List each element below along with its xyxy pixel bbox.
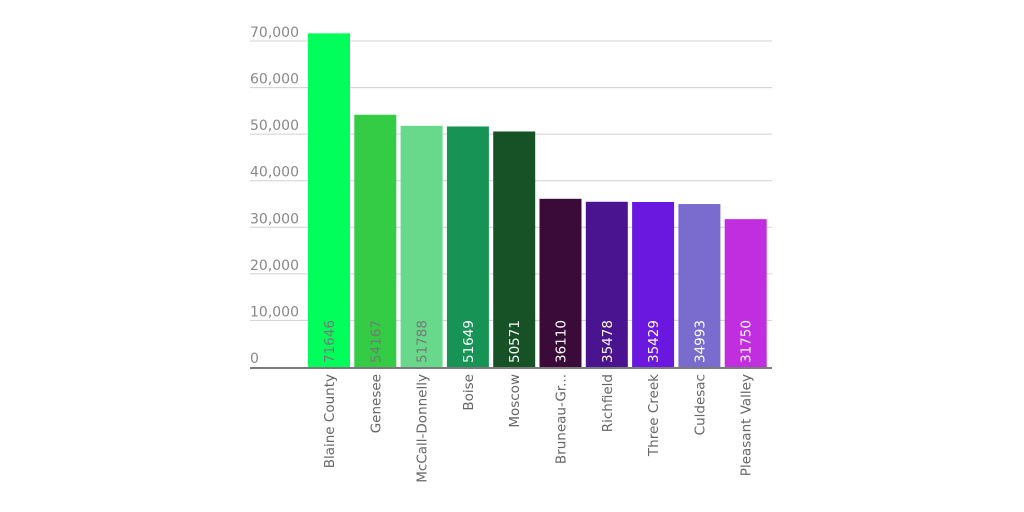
bar xyxy=(585,201,628,367)
value-label: 51788 xyxy=(415,320,431,363)
bar xyxy=(354,114,397,367)
y-tick-label: 30,000 xyxy=(250,211,299,227)
bar xyxy=(493,131,536,367)
category-label: Culdesac xyxy=(692,374,708,435)
y-tick-label: 10,000 xyxy=(250,304,299,320)
value-label: 31750 xyxy=(739,320,755,363)
value-label: 54167 xyxy=(368,320,384,363)
category-label: Pleasant Valley xyxy=(739,374,755,476)
bar xyxy=(678,204,721,367)
bar xyxy=(539,198,582,367)
value-label: 71646 xyxy=(322,320,338,363)
category-label: Blaine County xyxy=(322,374,338,468)
y-tick-label: 20,000 xyxy=(250,258,299,274)
y-tick-label: 0 xyxy=(250,351,259,367)
value-label: 35478 xyxy=(600,320,616,363)
category-label: Boise xyxy=(461,374,477,411)
bar xyxy=(724,219,767,367)
category-label: Three Creek xyxy=(646,374,662,457)
y-tick-label: 60,000 xyxy=(250,72,299,88)
y-tick-label: 40,000 xyxy=(250,165,299,181)
y-axis-ticks: 0 10,000 20,000 30,000 40,000 50,000 60,000 70,… xyxy=(250,25,299,367)
bar xyxy=(308,33,350,367)
bar xyxy=(400,125,443,367)
category-label: Richfield xyxy=(600,374,616,432)
category-label: Moscow xyxy=(507,374,523,428)
value-label: 34993 xyxy=(692,320,708,363)
bar xyxy=(632,202,675,367)
value-labels: 71646 54167 51788 51649 50571 36110 35478 35429… xyxy=(322,320,755,363)
value-label: 36110 xyxy=(554,320,570,363)
value-label: 51649 xyxy=(461,320,477,363)
y-tick-label: 70,000 xyxy=(250,25,299,41)
category-label: Bruneau-Gr... xyxy=(554,374,570,464)
bars xyxy=(308,33,767,367)
bar xyxy=(446,126,489,367)
category-labels: Blaine County Genesee McCall-Donnelly Boise… xyxy=(322,374,755,483)
value-label: 50571 xyxy=(507,320,523,363)
category-label: McCall-Donnelly xyxy=(415,374,431,483)
y-tick-label: 50,000 xyxy=(250,118,299,134)
value-label: 35429 xyxy=(646,320,662,363)
category-label: Genesee xyxy=(368,374,384,433)
